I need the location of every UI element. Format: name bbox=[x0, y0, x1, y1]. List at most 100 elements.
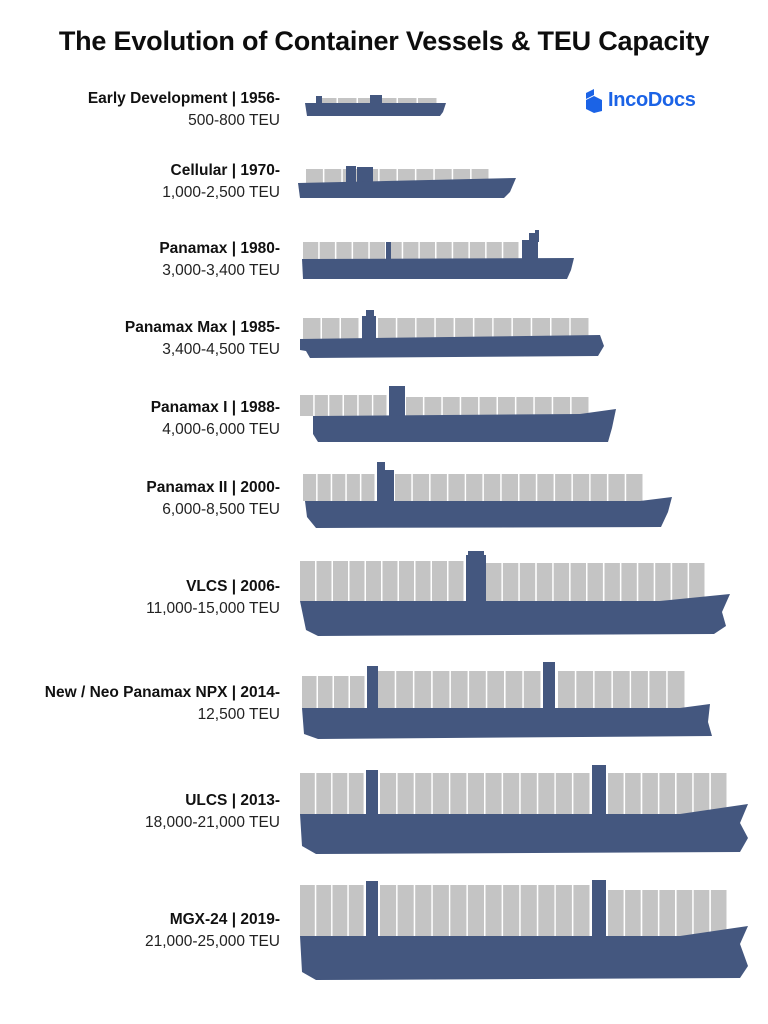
ship-superstructure bbox=[466, 555, 486, 602]
page-title: The Evolution of Container Vessels & TEU… bbox=[58, 26, 710, 56]
container-stack bbox=[397, 885, 414, 936]
container-stack bbox=[415, 773, 432, 814]
container-stack bbox=[430, 474, 447, 501]
container-stack bbox=[432, 885, 449, 936]
container-stack bbox=[621, 563, 637, 601]
container-stack bbox=[532, 318, 550, 339]
container-stack bbox=[469, 671, 486, 708]
container-stack bbox=[403, 242, 419, 259]
container-stack bbox=[332, 885, 348, 936]
vessel-teu: 3,400-4,500 TEU bbox=[162, 341, 280, 358]
container-stack bbox=[450, 773, 467, 814]
container-stack bbox=[416, 169, 434, 183]
container-stack bbox=[505, 671, 523, 708]
container-stack bbox=[329, 395, 343, 416]
container-stack bbox=[453, 242, 469, 259]
container-stack bbox=[396, 671, 413, 708]
container-stack bbox=[516, 397, 534, 416]
container-stack bbox=[536, 563, 553, 601]
container-stack bbox=[338, 98, 357, 103]
container-stack bbox=[487, 671, 504, 708]
vessel-label: Panamax | 1980- 3,000-3,400 TEU bbox=[159, 238, 280, 282]
container-stack bbox=[498, 397, 515, 416]
container-stack bbox=[303, 318, 321, 339]
container-stack bbox=[538, 885, 555, 936]
container-stack bbox=[378, 98, 397, 103]
container-stack bbox=[467, 773, 484, 814]
ship-superstructure bbox=[592, 765, 606, 815]
container-stack bbox=[503, 242, 519, 259]
container-stack bbox=[710, 773, 727, 814]
container-stack bbox=[346, 474, 360, 501]
ship-superstructure bbox=[543, 662, 555, 709]
container-stack bbox=[316, 561, 332, 601]
container-stack bbox=[689, 563, 705, 601]
container-stack bbox=[418, 98, 437, 103]
container-stack bbox=[415, 885, 432, 936]
container-stack bbox=[594, 671, 612, 708]
container-stack bbox=[461, 397, 479, 416]
container-stack bbox=[667, 671, 685, 708]
container-stack bbox=[361, 474, 375, 501]
container-stack bbox=[474, 318, 493, 339]
vessel-teu: 500-800 TEU bbox=[188, 112, 280, 129]
container-stack bbox=[432, 561, 447, 601]
container-stack bbox=[590, 474, 607, 501]
container-stack bbox=[424, 397, 442, 416]
container-stack bbox=[553, 397, 571, 416]
brand-logo: IncoDocs bbox=[584, 87, 696, 114]
container-stack bbox=[642, 890, 658, 936]
vessel-era: Panamax | 1980- bbox=[159, 240, 280, 257]
ship-superstructure bbox=[370, 95, 382, 103]
ship-superstructure bbox=[592, 880, 606, 937]
container-stack bbox=[369, 242, 385, 259]
container-stack bbox=[512, 318, 531, 339]
container-stack bbox=[604, 563, 620, 601]
container-stack bbox=[626, 474, 643, 501]
container-stack bbox=[631, 671, 648, 708]
vessel-era: VLCS | 2006- bbox=[186, 578, 280, 595]
container-stack bbox=[534, 397, 552, 416]
container-stack bbox=[300, 885, 315, 936]
container-stack bbox=[319, 242, 335, 259]
container-stack bbox=[432, 671, 450, 708]
container-stack bbox=[334, 676, 349, 708]
brand-name: IncoDocs bbox=[608, 89, 696, 111]
container-stack bbox=[406, 397, 423, 416]
container-stack bbox=[303, 242, 319, 259]
container-stack bbox=[503, 885, 520, 936]
vessel-teu: 3,000-3,400 TEU bbox=[162, 262, 280, 279]
container-stack bbox=[332, 773, 348, 814]
container-stack bbox=[316, 773, 332, 814]
ship-hull bbox=[305, 497, 672, 528]
container-stack bbox=[642, 773, 658, 814]
container-stack bbox=[450, 671, 468, 708]
container-stack bbox=[486, 242, 502, 259]
vessel-era: MGX-24 | 2019- bbox=[169, 911, 280, 928]
container-stack bbox=[317, 474, 331, 501]
ship-superstructure bbox=[357, 167, 373, 184]
container-stack bbox=[625, 773, 641, 814]
container-stack bbox=[608, 474, 625, 501]
vessel-era: New / Neo Panamax NPX | 2014- bbox=[44, 684, 280, 701]
container-stack bbox=[625, 890, 641, 936]
container-stack bbox=[676, 890, 693, 936]
container-stack bbox=[412, 474, 430, 501]
container-stack bbox=[322, 318, 340, 339]
container-stack bbox=[314, 395, 328, 416]
container-stack bbox=[397, 318, 416, 339]
ship-superstructure bbox=[389, 386, 405, 417]
container-stack bbox=[479, 397, 497, 416]
container-stack bbox=[316, 885, 332, 936]
container-stack bbox=[676, 773, 693, 814]
container-stack bbox=[555, 474, 572, 501]
container-stack bbox=[520, 773, 537, 814]
container-stack bbox=[434, 169, 452, 183]
container-stack bbox=[432, 773, 449, 814]
ship-hull bbox=[300, 594, 730, 636]
container-stack bbox=[523, 671, 541, 708]
container-stack bbox=[416, 318, 435, 339]
ship-hull bbox=[298, 178, 516, 198]
vessel-era: ULCS | 2013- bbox=[185, 792, 280, 809]
